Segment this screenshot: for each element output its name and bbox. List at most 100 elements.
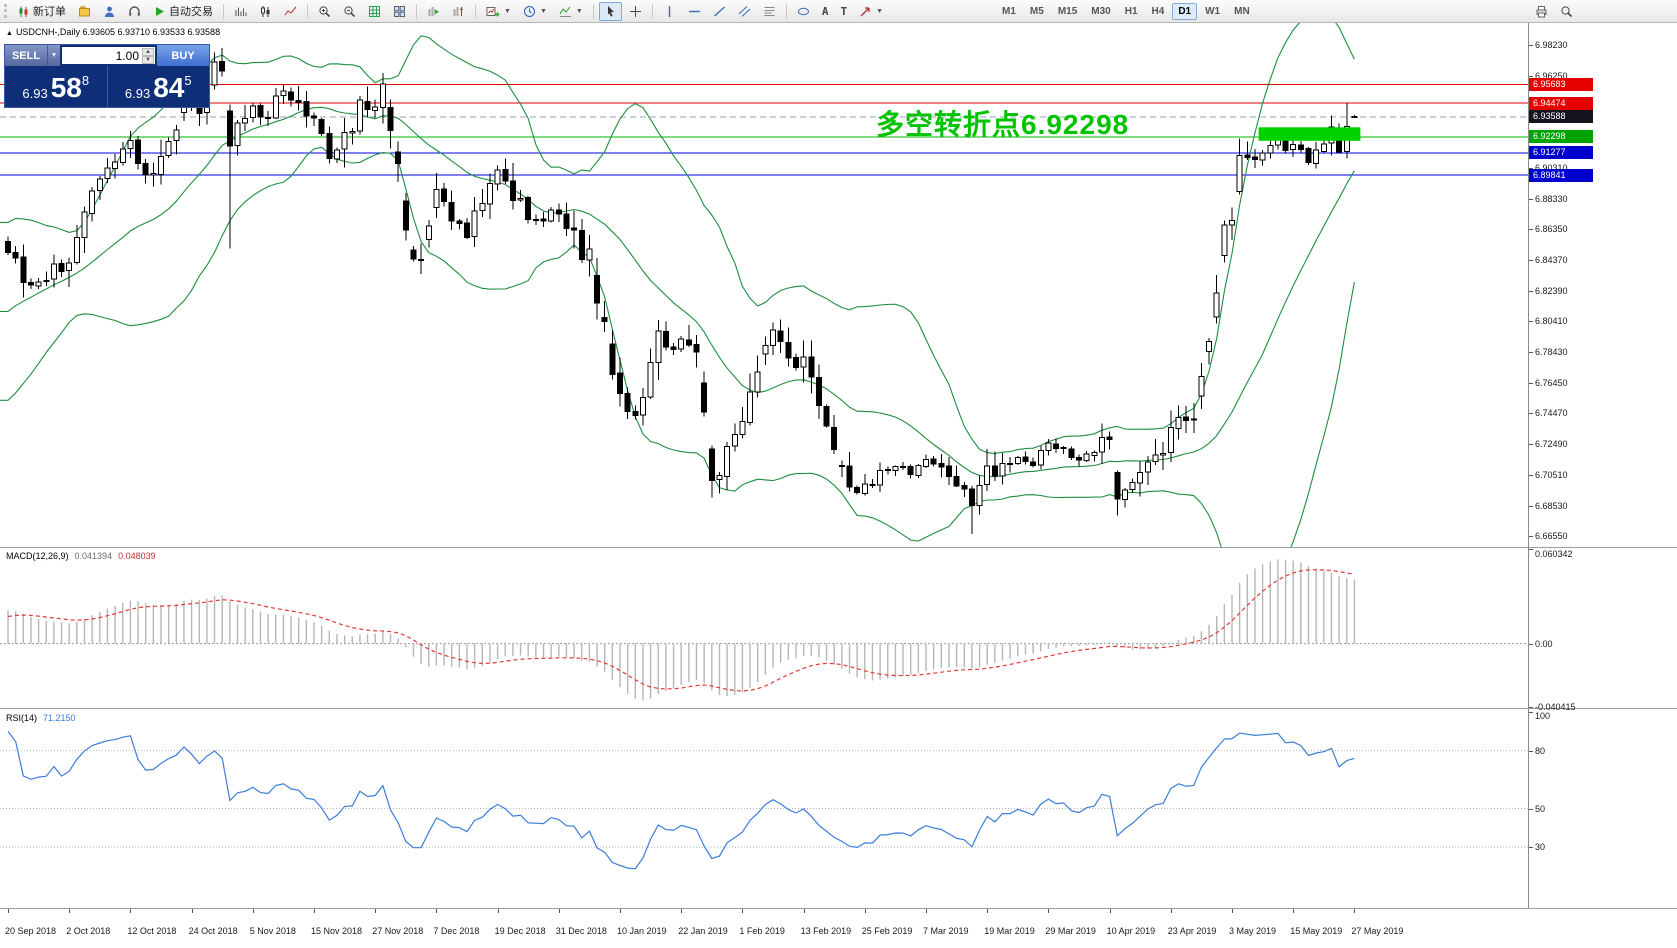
text-tool-button[interactable]: A	[817, 2, 834, 21]
main-toolbar: 新订单 自动交易 ▼ ▼ ▼	[0, 0, 1677, 23]
toolbar-grip[interactable]	[4, 4, 7, 18]
x-axis-tick	[681, 909, 683, 913]
main-chart-canvas[interactable]	[0, 23, 1677, 547]
volume-decrease-button[interactable]: ▼	[142, 56, 154, 64]
buy-price-sup: 5	[184, 73, 192, 88]
cursor-tool-button[interactable]	[598, 1, 622, 21]
x-axis-tick	[8, 909, 9, 913]
text-tool-icon: A	[821, 4, 829, 18]
x-axis-date-label: 27 May 2019	[1351, 926, 1404, 936]
timeframe-button-h1[interactable]: H1	[1124, 5, 1138, 17]
periods-button[interactable]: ▼	[518, 2, 552, 21]
line-chart-button[interactable]	[279, 2, 302, 21]
bar-chart-button[interactable]	[229, 2, 252, 21]
rsi-value: 71.2150	[43, 713, 76, 723]
time-axis-separator[interactable]	[0, 908, 1677, 909]
sell-price-big: 58	[50, 72, 82, 104]
bar-chart-icon	[235, 7, 247, 16]
x-axis-date-label: 12 Oct 2018	[127, 926, 177, 936]
trendline-icon	[713, 5, 725, 17]
grid-button[interactable]	[363, 2, 386, 21]
indicators-button[interactable]: ▼	[554, 2, 588, 21]
x-axis-tick	[375, 909, 377, 913]
tile-windows-button[interactable]	[388, 2, 411, 21]
tile-windows-icon	[394, 5, 405, 17]
crosshair-tool-button[interactable]	[624, 2, 647, 21]
rsi-canvas[interactable]	[0, 710, 1677, 908]
rsi-indicator-label: RSI(14) 71.2150	[6, 713, 76, 723]
trendline-tool-button[interactable]	[708, 2, 731, 21]
zoom-in-button[interactable]	[313, 2, 336, 21]
candlestick-chart-button[interactable]	[254, 2, 277, 21]
label-tool-button[interactable]: T	[835, 2, 852, 21]
timeframe-button-h4[interactable]: H4	[1151, 5, 1165, 17]
volume-field[interactable]: 1.00 ▲ ▼	[62, 47, 155, 64]
volume-spinner: ▲ ▼	[142, 48, 154, 64]
buy-price-button[interactable]: 6.93 84 5	[107, 66, 209, 107]
timeframe-button-d1[interactable]: D1	[1172, 2, 1198, 20]
toolbar-separator	[785, 3, 787, 19]
x-axis-date-label: 7 Mar 2019	[923, 926, 969, 936]
panel-separator-rsi[interactable]	[0, 708, 1677, 709]
search-button[interactable]	[1555, 2, 1578, 21]
print-icon	[1536, 5, 1547, 17]
pivot-annotation-text: 多空转折点6.92298	[876, 109, 1130, 140]
sell-small-button[interactable]: SELL	[5, 45, 47, 66]
x-axis-date-label: 2 Oct 2018	[66, 926, 111, 936]
vertical-line-tool-button[interactable]	[658, 2, 681, 21]
fibonacci-tool-button[interactable]	[758, 2, 781, 21]
sell-price-sup: 8	[81, 73, 90, 88]
crosshair-icon	[629, 5, 641, 17]
x-axis-tick	[987, 909, 989, 913]
channel-icon	[738, 5, 751, 17]
x-axis-date-label: 13 Feb 2019	[800, 926, 852, 936]
shapes-tool-button[interactable]	[792, 2, 815, 21]
horizontal-line-icon	[688, 10, 700, 12]
arrows-tool-button[interactable]: ▼	[854, 2, 888, 21]
new-chart-icon	[486, 6, 500, 16]
chart-title-text: USDCNH-,Daily 6.93605 6.93710 6.93533 6.…	[15, 27, 221, 37]
ellipse-shape-icon	[797, 7, 809, 15]
x-axis-date-label: 20 Sep 2018	[5, 926, 57, 936]
auto-scroll-button[interactable]	[422, 2, 445, 21]
timeframe-button-m5[interactable]: M5	[1029, 5, 1044, 17]
timeframe-button-w1[interactable]: W1	[1205, 5, 1221, 17]
x-axis-tick	[926, 909, 927, 913]
sell-options-caret[interactable]: ▼	[47, 45, 60, 66]
profile-button[interactable]	[98, 2, 121, 21]
timeframe-button-m1[interactable]: M1	[1002, 5, 1016, 17]
x-axis-tick	[803, 909, 805, 913]
timeframe-button-mn[interactable]: MN	[1234, 5, 1250, 17]
new-chart-button[interactable]: ▼	[481, 2, 516, 21]
horizontal-line-tool-button[interactable]	[683, 2, 706, 21]
macd-canvas[interactable]	[0, 548, 1677, 708]
fibonacci-icon	[764, 6, 775, 16]
chart-title-marker-icon: ▲	[6, 30, 13, 37]
panel-separator-macd[interactable]	[0, 547, 1677, 548]
sell-price-button[interactable]: 6.93 58 8	[5, 66, 108, 107]
toolbar-separator	[307, 3, 308, 19]
grid-icon	[369, 5, 380, 17]
chevron-down-icon: ▼	[50, 52, 58, 59]
x-axis-tick	[1170, 909, 1172, 913]
pivot-highlight-box[interactable]	[1258, 127, 1361, 141]
new-order-button[interactable]: 新订单	[12, 2, 71, 21]
timeframe-button-m30[interactable]: M30	[1091, 5, 1111, 17]
support-button[interactable]	[123, 2, 146, 21]
x-axis-tick	[1048, 909, 1050, 913]
toolbar-separator	[651, 3, 653, 19]
channel-tool-button[interactable]	[733, 2, 756, 21]
buy-small-button[interactable]: BUY	[157, 45, 209, 66]
x-axis-tick	[1293, 909, 1295, 913]
volume-increase-button[interactable]: ▲	[142, 48, 154, 56]
history-center-button[interactable]	[73, 2, 96, 21]
chart-shift-button[interactable]	[447, 2, 470, 21]
one-click-trading-panel: SELL ▼ 1.00 ▲ ▼ BUY 6.93 58 8 6.93 84 5	[4, 44, 210, 108]
timeframe-button-m15[interactable]: M15	[1057, 5, 1078, 17]
zoom-out-button[interactable]	[338, 2, 361, 21]
search-icon	[1561, 5, 1573, 17]
autotrading-button[interactable]: 自动交易	[148, 2, 218, 21]
print-button[interactable]	[1530, 2, 1553, 21]
x-axis-tick	[1232, 909, 1233, 913]
profile-icon	[104, 6, 115, 17]
